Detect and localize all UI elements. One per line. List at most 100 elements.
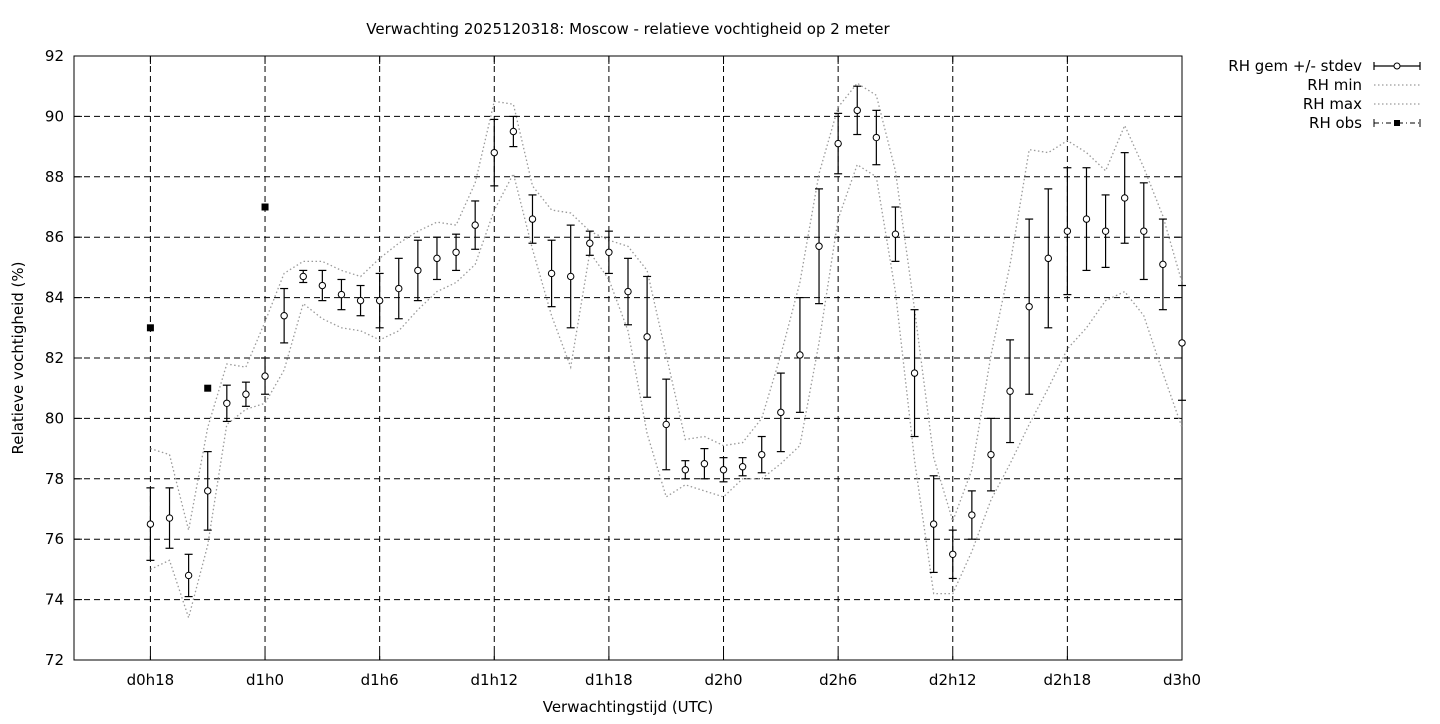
errorbar-point bbox=[471, 200, 480, 250]
mean-marker bbox=[719, 466, 728, 474]
mean-marker bbox=[662, 420, 670, 429]
errorbar-point bbox=[509, 115, 518, 148]
errorbar-point bbox=[184, 553, 193, 598]
errorbar-point bbox=[413, 239, 422, 302]
errorbar-point bbox=[566, 224, 575, 329]
legend-label: RH gem +/- stdev bbox=[1228, 57, 1362, 75]
errorbar-point bbox=[1082, 167, 1091, 272]
mean-marker bbox=[299, 272, 307, 281]
x-tick-label: d2h18 bbox=[1044, 671, 1092, 689]
x-tick-label: d3h0 bbox=[1163, 671, 1201, 689]
mean-marker bbox=[242, 390, 250, 398]
mean-marker bbox=[395, 284, 403, 293]
errorbar-point bbox=[203, 451, 212, 531]
errorbar-point bbox=[528, 194, 537, 244]
legend-label: RH obs bbox=[1309, 114, 1362, 132]
mean-marker bbox=[929, 520, 938, 528]
mean-marker bbox=[261, 372, 269, 380]
mean-marker bbox=[146, 520, 155, 528]
errorbar-point bbox=[738, 457, 747, 477]
errorbar-point bbox=[1139, 182, 1148, 281]
mean-marker bbox=[700, 460, 709, 468]
mean-marker bbox=[165, 514, 174, 522]
mean-marker bbox=[223, 399, 231, 407]
errorbar-point bbox=[146, 487, 155, 561]
errorbar-point bbox=[318, 269, 327, 302]
errorbar-point bbox=[1101, 194, 1110, 268]
x-tick-label: d0h18 bbox=[127, 671, 175, 689]
errorbar-point bbox=[700, 448, 709, 480]
mean-marker bbox=[414, 266, 422, 275]
mean-marker bbox=[509, 127, 518, 136]
mean-marker bbox=[1140, 227, 1148, 235]
errorbar-point bbox=[967, 490, 976, 540]
errorbar-point bbox=[490, 118, 499, 187]
mean-marker bbox=[1006, 387, 1014, 395]
y-tick-label: 82 bbox=[45, 349, 64, 367]
y-tick-label: 72 bbox=[45, 651, 64, 669]
mean-marker bbox=[1063, 227, 1072, 235]
errorbar-point bbox=[624, 257, 632, 326]
errorbar-point bbox=[757, 435, 766, 474]
mean-marker bbox=[1044, 254, 1052, 263]
mean-marker bbox=[910, 369, 919, 377]
x-tick-label: d1h18 bbox=[585, 671, 633, 689]
errorbar-point bbox=[604, 230, 613, 275]
errorbar-point bbox=[1120, 152, 1129, 244]
errorbar-point bbox=[891, 206, 900, 262]
mean-marker bbox=[624, 287, 632, 296]
mean-marker bbox=[968, 511, 976, 519]
errorbar-point bbox=[375, 272, 384, 329]
mean-marker bbox=[1101, 227, 1110, 235]
obs-point bbox=[261, 203, 269, 211]
x-tick-label: d2h12 bbox=[929, 671, 977, 689]
errorbar-point bbox=[222, 384, 231, 423]
mean-marker bbox=[547, 269, 556, 278]
legend-marker bbox=[1393, 62, 1401, 70]
legend-entry: RH max bbox=[1303, 95, 1420, 113]
legend-entry: RH gem +/- stdev bbox=[1228, 57, 1421, 75]
errorbar-point bbox=[1006, 339, 1015, 444]
mean-marker bbox=[815, 242, 823, 250]
errorbar-point bbox=[776, 372, 785, 453]
mean-marker bbox=[566, 272, 575, 281]
mean-marker bbox=[452, 248, 460, 257]
errorbar-point bbox=[815, 188, 824, 305]
errorbar-point bbox=[165, 487, 174, 549]
mean-marker bbox=[987, 450, 995, 459]
x-tick-label: d1h12 bbox=[470, 671, 518, 689]
mean-marker bbox=[1159, 260, 1167, 269]
mean-marker bbox=[738, 463, 747, 471]
series-layer bbox=[146, 82, 1186, 620]
mean-marker bbox=[891, 230, 900, 238]
errorbar-point bbox=[853, 85, 862, 136]
y-tick-label: 84 bbox=[45, 289, 64, 307]
mean-marker bbox=[643, 333, 651, 341]
obs-point bbox=[146, 324, 154, 332]
errorbar-point bbox=[948, 529, 957, 580]
errorbar-point bbox=[280, 287, 289, 344]
y-tick-label: 92 bbox=[45, 47, 64, 65]
mean-marker bbox=[280, 312, 288, 320]
mean-marker bbox=[184, 571, 193, 580]
errorbar-point bbox=[719, 457, 728, 483]
mean-marker bbox=[471, 221, 479, 229]
errorbar-point bbox=[585, 230, 594, 256]
mean-marker bbox=[490, 148, 498, 157]
chart-title: Verwachting 2025120318: Moscow - relatie… bbox=[366, 20, 890, 38]
mean-marker bbox=[777, 408, 785, 417]
y-tick-label: 74 bbox=[45, 591, 64, 609]
mean-marker bbox=[337, 290, 346, 299]
mean-marker bbox=[1082, 215, 1091, 223]
errorbar-point bbox=[681, 460, 690, 480]
mean-marker bbox=[1178, 339, 1186, 347]
x-tick-label: d2h0 bbox=[704, 671, 742, 689]
y-tick-label: 90 bbox=[45, 107, 64, 125]
errorbar-point bbox=[986, 417, 995, 492]
errorbar-point bbox=[432, 236, 441, 281]
errorbar-point bbox=[394, 257, 403, 320]
legend-marker bbox=[1394, 120, 1400, 126]
mean-marker bbox=[1025, 302, 1033, 311]
